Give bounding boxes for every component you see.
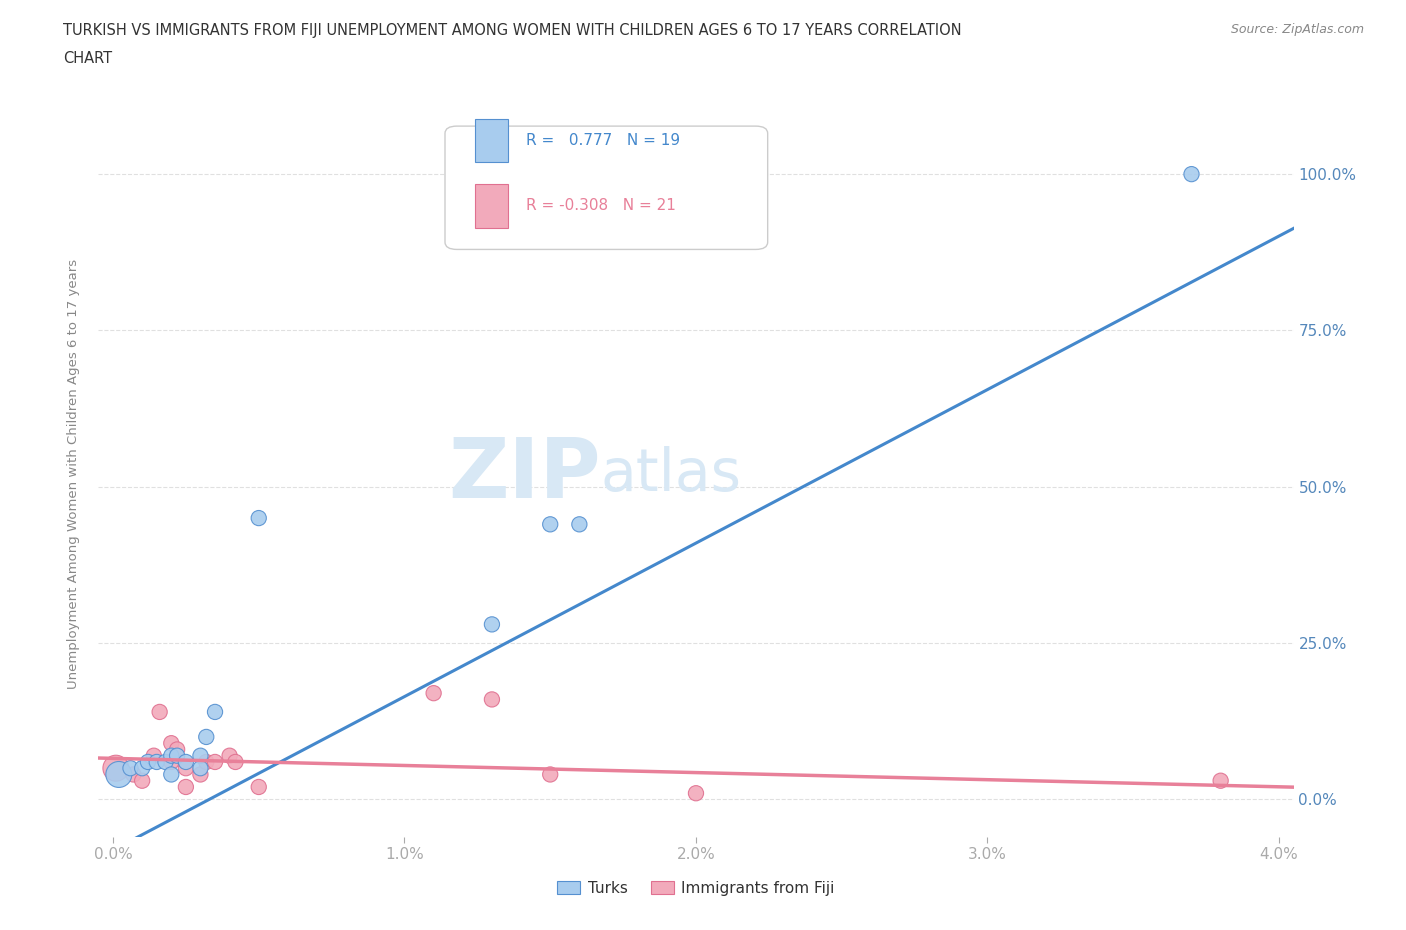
Point [204,705,226,720]
Point [131,761,153,776]
Text: Source: ZipAtlas.com: Source: ZipAtlas.com [1230,23,1364,36]
FancyBboxPatch shape [475,184,509,228]
Point [174,779,197,794]
Point [160,754,183,769]
Point [149,705,172,720]
Point [166,742,188,757]
FancyBboxPatch shape [475,119,509,163]
Point [122,767,145,782]
Point [190,761,212,776]
Point [145,754,167,769]
Point [166,749,188,764]
Point [247,511,270,525]
Point [174,761,197,776]
Point [224,754,246,769]
Point [190,767,212,782]
Point [160,749,183,764]
Point [174,754,197,769]
Point [136,754,159,769]
Point [204,754,226,769]
Point [481,617,503,631]
Point [218,749,240,764]
Point [538,517,561,532]
Point [160,736,183,751]
Text: atlas: atlas [600,445,741,503]
Point [1209,773,1232,788]
Text: TURKISH VS IMMIGRANTS FROM FIJI UNEMPLOYMENT AMONG WOMEN WITH CHILDREN AGES 6 TO: TURKISH VS IMMIGRANTS FROM FIJI UNEMPLOY… [63,23,962,38]
Legend: Turks, Immigrants from Fiji: Turks, Immigrants from Fiji [551,874,841,902]
Point [247,779,270,794]
Point [422,685,444,700]
Point [190,749,212,764]
Text: R = -0.308   N = 21: R = -0.308 N = 21 [526,198,676,213]
Point [1180,166,1202,181]
Point [195,754,218,769]
Text: ZIP: ZIP [449,433,600,515]
Point [131,773,153,788]
Point [142,749,165,764]
Y-axis label: Unemployment Among Women with Children Ages 6 to 17 years: Unemployment Among Women with Children A… [67,259,80,689]
Text: R =   0.777   N = 19: R = 0.777 N = 19 [526,133,681,148]
Point [685,786,707,801]
Point [568,517,591,532]
Text: CHART: CHART [63,51,112,66]
Point [155,754,177,769]
Point [104,761,127,776]
Point [160,767,183,782]
Point [195,729,218,744]
Point [481,692,503,707]
Point [120,761,142,776]
Point [538,767,561,782]
FancyBboxPatch shape [446,126,768,249]
Point [108,767,131,782]
